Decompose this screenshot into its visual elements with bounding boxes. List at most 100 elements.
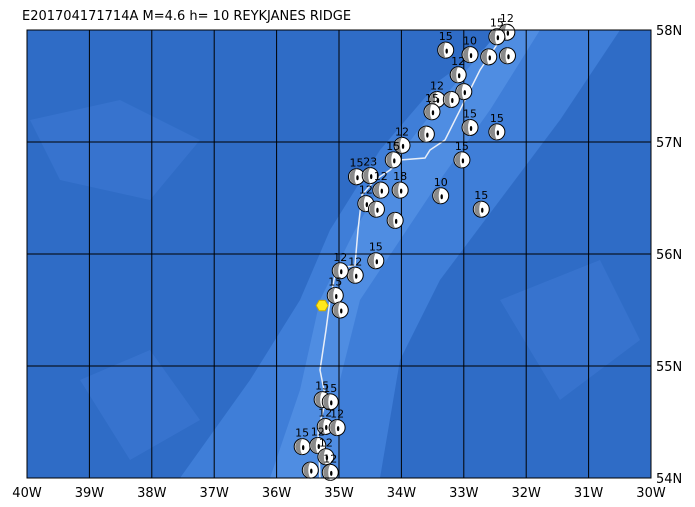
x-tick-label: 30W [636, 486, 666, 501]
compressional-quadrant [295, 438, 304, 455]
compressional-quadrant [330, 419, 339, 436]
nodal-mark [496, 130, 500, 136]
nodal-mark [376, 207, 379, 213]
nodal-mark [330, 470, 333, 476]
compressional-quadrant [463, 119, 472, 136]
nodal-mark [431, 110, 435, 116]
compressional-quadrant [303, 462, 312, 479]
nodal-mark [507, 54, 510, 60]
nodal-mark [336, 426, 340, 432]
depth-label: 15 [490, 112, 504, 125]
compressional-quadrant [333, 262, 342, 279]
compressional-quadrant [489, 123, 498, 140]
depth-label: 15 [425, 92, 439, 105]
compressional-quadrant [444, 91, 453, 108]
nodal-mark [469, 53, 473, 59]
compressional-quadrant [358, 195, 367, 212]
compressional-quadrant [363, 167, 372, 184]
compressional-quadrant [481, 48, 490, 65]
nodal-mark [335, 293, 338, 299]
y-tick-label: 58N [656, 24, 682, 39]
depth-label: 12 [395, 125, 409, 138]
compressional-quadrant [323, 393, 332, 410]
map-title: E201704171714A M=4.6 h= 10 REYKJANES RID… [22, 9, 351, 24]
compressional-quadrant [333, 302, 342, 318]
nodal-mark [457, 73, 461, 79]
seafloor-relief [30, 100, 640, 460]
compressional-quadrant [454, 151, 463, 168]
compressional-quadrant [318, 418, 327, 435]
nodal-mark [394, 218, 398, 224]
nodal-mark [488, 55, 491, 61]
nodal-mark [365, 202, 369, 208]
depth-label: 15 [490, 17, 504, 30]
compressional-quadrant [323, 464, 332, 481]
nodal-mark [356, 175, 359, 181]
depth-label: 15 [315, 380, 329, 393]
compressional-quadrant [424, 103, 433, 120]
depth-label: 12 [359, 184, 373, 197]
compressional-quadrant [315, 391, 324, 408]
nodal-mark [440, 194, 443, 200]
nodal-mark [301, 445, 305, 451]
nodal-mark [325, 455, 329, 461]
x-tick-label: 33W [449, 486, 479, 501]
nodal-mark [380, 188, 384, 194]
depth-label: 10 [463, 35, 477, 48]
depth-label: 12 [318, 406, 332, 419]
y-tick-label: 57N [656, 136, 682, 151]
nodal-mark [325, 424, 328, 430]
depth-label: 12 [430, 79, 444, 92]
compressional-quadrant [369, 201, 378, 218]
depth-label: 18 [393, 170, 407, 183]
nodal-mark [401, 143, 405, 149]
compressional-quadrant [489, 28, 498, 45]
nodal-mark [463, 90, 466, 96]
compressional-quadrant [463, 46, 472, 63]
depth-label: 23 [363, 156, 377, 169]
y-tick-label: 56N [656, 248, 682, 263]
nodal-mark [340, 269, 343, 275]
map-frame [26, 29, 652, 479]
nodal-mark [461, 158, 465, 164]
x-tick-label: 32W [511, 486, 541, 501]
y-tick-label: 54N [656, 472, 682, 487]
depth-label: 15 [295, 427, 309, 440]
compressional-quadrant [318, 448, 327, 465]
plate-boundary [317, 39, 501, 479]
depth-label: 15 [328, 275, 342, 288]
compressional-quadrant [395, 137, 404, 154]
nodal-mark [506, 30, 510, 36]
compressional-quadrant [419, 126, 428, 143]
nodal-mark [426, 132, 429, 138]
depth-label: 12 [323, 452, 337, 465]
depth-label: 12 [319, 437, 333, 450]
nodal-mark [310, 468, 313, 474]
x-tick-label: 38W [137, 486, 167, 501]
x-tick-label: 37W [199, 486, 229, 501]
nodal-mark [451, 97, 454, 103]
x-tick-label: 40W [12, 486, 42, 501]
compressional-quadrant [373, 182, 382, 199]
nodal-mark [340, 308, 343, 314]
compressional-quadrant [368, 252, 377, 269]
depth-label: 15 [439, 30, 453, 43]
compressional-quadrant [500, 47, 509, 64]
x-tick-label: 35W [324, 486, 354, 501]
x-tick-label: 34W [387, 486, 417, 501]
nodal-mark [375, 259, 379, 265]
compressional-quadrant [393, 182, 402, 199]
depth-label: 15 [463, 107, 477, 120]
nodal-mark [496, 35, 500, 41]
depth-label: 15 [323, 382, 337, 395]
y-tick-label: 55N [656, 360, 682, 375]
depth-label: 12 [451, 55, 465, 68]
depth-label: 15 [349, 157, 363, 170]
depth-label: 12 [348, 255, 362, 268]
compressional-quadrant [310, 437, 319, 454]
depth-label: 15 [455, 140, 469, 153]
compressional-quadrant [349, 168, 358, 185]
depth-label: 12 [500, 12, 514, 25]
